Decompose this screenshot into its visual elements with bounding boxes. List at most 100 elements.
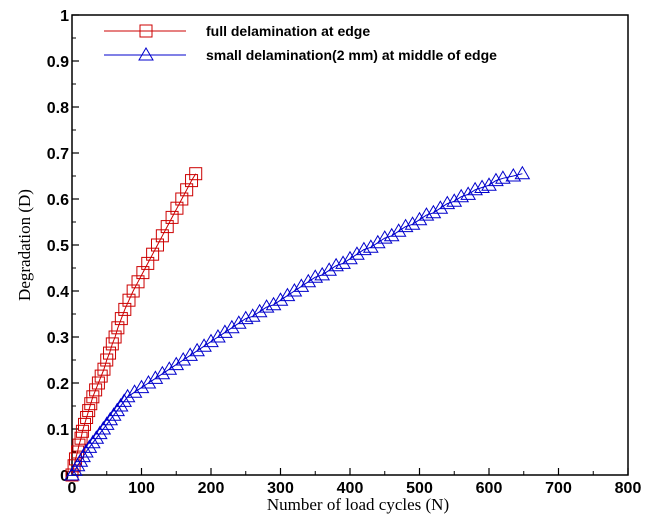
legend: full delamination at edge small delaminat… [104, 23, 497, 63]
series-1-point [80, 411, 94, 424]
series-2-point [140, 375, 157, 389]
series-1-point [111, 321, 125, 335]
series-2-point [467, 181, 483, 196]
series-1 [65, 167, 203, 482]
series-2-point [102, 411, 119, 426]
series-2-point [460, 186, 477, 200]
series-2-point [237, 310, 254, 325]
y-tick-label: 0.9 [47, 54, 69, 71]
legend-marker [139, 24, 153, 38]
series-2-point [362, 239, 379, 253]
series-1-point [74, 431, 88, 445]
x-axis-title: Number of load cycles (N) [267, 495, 449, 514]
series-2-line [71, 173, 523, 476]
series-1-point [89, 383, 103, 397]
series-2-point [439, 195, 456, 210]
series-1-point [150, 238, 164, 252]
series-2-point [349, 246, 365, 260]
x-tick-label: 0 [68, 480, 77, 497]
series-2-point [258, 299, 275, 313]
series-1-point [103, 346, 117, 360]
series-1-point [82, 404, 96, 418]
series-2-point [112, 398, 129, 412]
series-2-point [78, 444, 94, 458]
series-1-point [170, 201, 184, 215]
y-tick-label: 0 [60, 468, 69, 485]
series-2-point [279, 287, 296, 302]
series-2-point [453, 188, 470, 203]
series-1-point [118, 302, 132, 316]
series-1-point [108, 330, 122, 344]
legend-marker [138, 47, 154, 61]
legend-entry-1: full delamination at edge [104, 23, 370, 39]
series-2-point [432, 200, 449, 214]
series-2-point [91, 425, 108, 440]
series-1-point [97, 362, 111, 376]
series-1-point [122, 293, 136, 307]
series-2-point [481, 177, 497, 191]
series-1-point [155, 229, 169, 243]
series-2-point [505, 168, 522, 182]
x-tick-label: 300 [267, 480, 294, 497]
series-2-point [369, 234, 386, 249]
legend-entry-2: small delamination(2 mm) at middle of ed… [104, 47, 497, 63]
series-1-point [114, 312, 128, 326]
y-tick-label: 1 [60, 8, 69, 25]
series-2-point [223, 319, 240, 334]
series-1-point [72, 438, 86, 452]
series-2-point [203, 333, 219, 348]
series-2-point [418, 207, 435, 221]
series-2-point [196, 338, 212, 352]
y-tick-label: 0.1 [47, 422, 69, 439]
series-2-point [390, 223, 407, 237]
series-1-point [175, 192, 189, 206]
y-tick-label: 0.6 [47, 192, 69, 209]
series-2-point [514, 165, 531, 180]
x-tick-label: 800 [615, 480, 642, 497]
series-2-point [265, 296, 282, 311]
series-2-point [300, 273, 317, 288]
series-2-point [95, 421, 112, 435]
series-2 [64, 165, 531, 481]
y-tick-label: 0.2 [47, 376, 69, 393]
series-1-point [91, 376, 105, 390]
series-2-point [161, 361, 178, 375]
series-2-point [383, 227, 400, 242]
y-tick-label: 0.8 [47, 100, 69, 117]
series-2-point [425, 204, 442, 219]
y-tick-label: 0.4 [47, 284, 69, 301]
x-tick-label: 700 [545, 480, 572, 497]
series-2-point [98, 416, 115, 430]
series-2-point [314, 266, 331, 281]
series-2-point [189, 342, 205, 357]
series-layer [64, 165, 531, 482]
plot-frame [71, 14, 629, 476]
series-2-point [119, 388, 136, 403]
series-2-point [230, 315, 247, 329]
series-2-point [116, 393, 132, 407]
series-2-point [88, 430, 105, 444]
series-1-point [126, 284, 140, 298]
legend-label: full delamination at edge [206, 23, 370, 39]
series-1-point [100, 353, 114, 367]
series-1-point [141, 256, 155, 270]
series-1-point [185, 174, 199, 188]
series-2-point [286, 283, 303, 297]
series-2-point [474, 179, 490, 193]
series-2-point [293, 278, 310, 292]
series-1-point [84, 397, 98, 411]
series-2-point [397, 218, 414, 233]
series-1-point [165, 210, 179, 224]
series-2-point [411, 211, 428, 226]
series-2-point [307, 269, 324, 283]
series-2-point [168, 356, 185, 371]
series-2-point [335, 255, 351, 269]
x-tick-label: 600 [476, 480, 503, 497]
series-2-point [147, 370, 164, 384]
series-1-point [180, 183, 194, 197]
series-2-point [342, 250, 358, 265]
legend-label: small delamination(2 mm) at middle of ed… [206, 47, 497, 63]
series-2-point [446, 193, 463, 207]
series-1-point [146, 247, 160, 261]
